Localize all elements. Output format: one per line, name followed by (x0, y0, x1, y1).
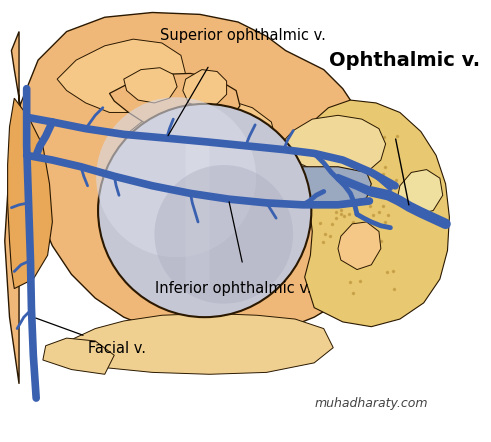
Polygon shape (300, 100, 449, 327)
Polygon shape (276, 115, 385, 176)
Polygon shape (124, 68, 177, 103)
Polygon shape (8, 98, 53, 289)
Polygon shape (183, 69, 227, 108)
Polygon shape (247, 167, 371, 203)
Text: Ophthalmic v.: Ophthalmic v. (329, 51, 480, 69)
Polygon shape (398, 170, 443, 214)
Polygon shape (5, 12, 385, 384)
Text: Facial v.: Facial v. (87, 341, 146, 356)
Polygon shape (338, 222, 381, 270)
Polygon shape (57, 39, 186, 112)
Polygon shape (109, 73, 240, 133)
Text: Superior ophthalmic v.: Superior ophthalmic v. (160, 28, 326, 43)
Polygon shape (43, 338, 114, 374)
Polygon shape (247, 163, 324, 208)
Circle shape (98, 104, 311, 317)
Text: muhadharaty.com: muhadharaty.com (315, 397, 428, 411)
Polygon shape (186, 136, 210, 289)
Polygon shape (0, 11, 467, 431)
Polygon shape (57, 313, 333, 374)
Polygon shape (124, 98, 276, 171)
Text: Inferior ophthalmic v.: Inferior ophthalmic v. (155, 281, 312, 296)
Circle shape (96, 97, 256, 257)
Circle shape (155, 165, 293, 304)
